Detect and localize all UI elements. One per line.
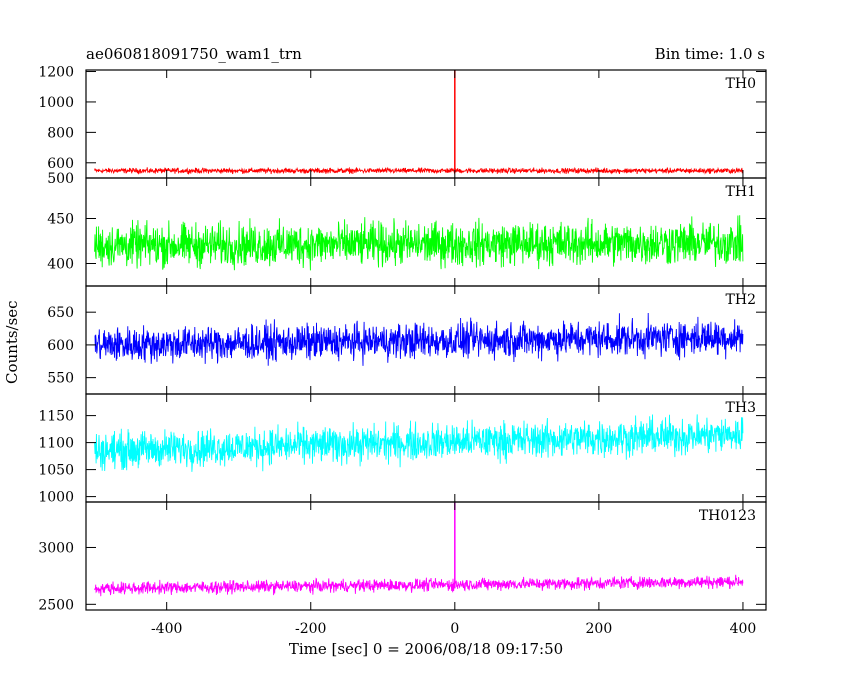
series-line-th0 <box>94 166 744 175</box>
y-tick-label: 1200 <box>38 65 74 81</box>
y-tick-label: 1100 <box>38 436 74 452</box>
series-line-th0123 <box>94 574 744 597</box>
x-tick-label: -200 <box>295 621 326 637</box>
series-line-th3 <box>94 414 744 472</box>
x-tick-label: 0 <box>450 621 459 637</box>
y-tick-label: 550 <box>47 371 74 387</box>
bin-time-label: Bin time: 1.0 s <box>654 45 765 63</box>
x-axis-label: Time [sec] 0 = 2006/08/18 09:17:50 <box>288 640 564 658</box>
y-tick-label: 1150 <box>38 409 74 425</box>
y-tick-label: 1000 <box>38 95 74 111</box>
y-tick-label: 650 <box>47 305 74 321</box>
series-label-th3: TH3 <box>726 400 756 416</box>
y-tick-label: 450 <box>47 212 74 228</box>
y-tick-label: 3000 <box>38 540 74 556</box>
x-tick-label: 400 <box>730 621 757 637</box>
y-tick-label: 600 <box>47 156 74 172</box>
y-tick-label: 800 <box>47 125 74 141</box>
y-tick-label: 1050 <box>38 463 74 479</box>
y-tick-label: 600 <box>47 338 74 354</box>
y-tick-label: 400 <box>47 257 74 273</box>
series-label-th0: TH0 <box>726 76 756 92</box>
series-label-th1: TH1 <box>726 184 756 200</box>
y-tick-label: 500 <box>47 171 74 187</box>
x-tick-label: -400 <box>151 621 182 637</box>
chart-title: ae060818091750_wam1_trn <box>86 45 302 63</box>
panel-frame-th0123 <box>85 501 767 611</box>
y-tick-label: 2500 <box>38 597 74 613</box>
series-label-th2: TH2 <box>726 292 756 308</box>
y-tick-label: 1000 <box>38 490 74 506</box>
panel-frame-th1 <box>85 177 767 287</box>
panel-frame-th0 <box>85 69 767 179</box>
series-line-th1 <box>94 215 744 271</box>
series-line-th2 <box>94 312 744 366</box>
x-tick-label: 200 <box>586 621 613 637</box>
series-label-th0123: TH0123 <box>699 508 756 524</box>
